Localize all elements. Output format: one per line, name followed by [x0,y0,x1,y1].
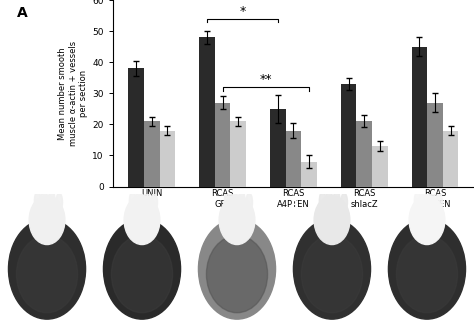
Bar [144,121,160,186]
Ellipse shape [136,188,143,212]
Ellipse shape [103,219,181,319]
Ellipse shape [396,235,457,313]
Bar [230,121,246,186]
Ellipse shape [151,193,157,211]
Ellipse shape [199,219,275,319]
Text: **: ** [260,73,272,87]
Ellipse shape [414,192,421,211]
Ellipse shape [34,192,41,211]
Bar [128,68,144,186]
Text: A: A [17,5,27,20]
Ellipse shape [314,196,350,245]
Bar [160,130,175,186]
Ellipse shape [29,196,65,245]
Ellipse shape [341,193,347,211]
Text: C: C [100,197,107,207]
Ellipse shape [238,190,245,211]
Ellipse shape [436,193,443,211]
Ellipse shape [111,235,173,313]
Text: B: B [5,197,12,207]
Ellipse shape [219,196,255,245]
Ellipse shape [421,188,428,212]
Ellipse shape [388,219,465,319]
Text: F: F [385,197,391,207]
Ellipse shape [41,188,47,212]
Bar [427,103,443,186]
Bar [372,146,388,186]
Bar [341,84,356,186]
Bar [215,103,230,186]
Bar [412,47,427,186]
Y-axis label: Mean number smooth
muscle α-actin + vessels
per section: Mean number smooth muscle α-actin + vess… [58,41,88,146]
Bar [270,109,286,186]
Bar [286,130,301,186]
Text: D: D [195,197,203,207]
Ellipse shape [224,192,231,211]
Ellipse shape [326,188,332,212]
Ellipse shape [246,193,253,211]
Ellipse shape [293,219,371,319]
Text: E: E [290,197,296,207]
Bar [443,130,458,186]
Ellipse shape [207,235,267,313]
Ellipse shape [56,193,63,211]
Ellipse shape [301,235,363,313]
Ellipse shape [428,190,435,211]
Ellipse shape [409,196,445,245]
Ellipse shape [319,192,326,211]
Ellipse shape [231,188,237,212]
Ellipse shape [144,190,150,211]
Bar [301,162,317,186]
Ellipse shape [333,190,340,211]
Text: *: * [239,5,246,18]
Bar [199,37,215,186]
Ellipse shape [9,219,86,319]
Ellipse shape [129,192,136,211]
Ellipse shape [17,235,78,313]
Ellipse shape [48,190,55,211]
Bar [356,121,372,186]
Ellipse shape [124,196,160,245]
